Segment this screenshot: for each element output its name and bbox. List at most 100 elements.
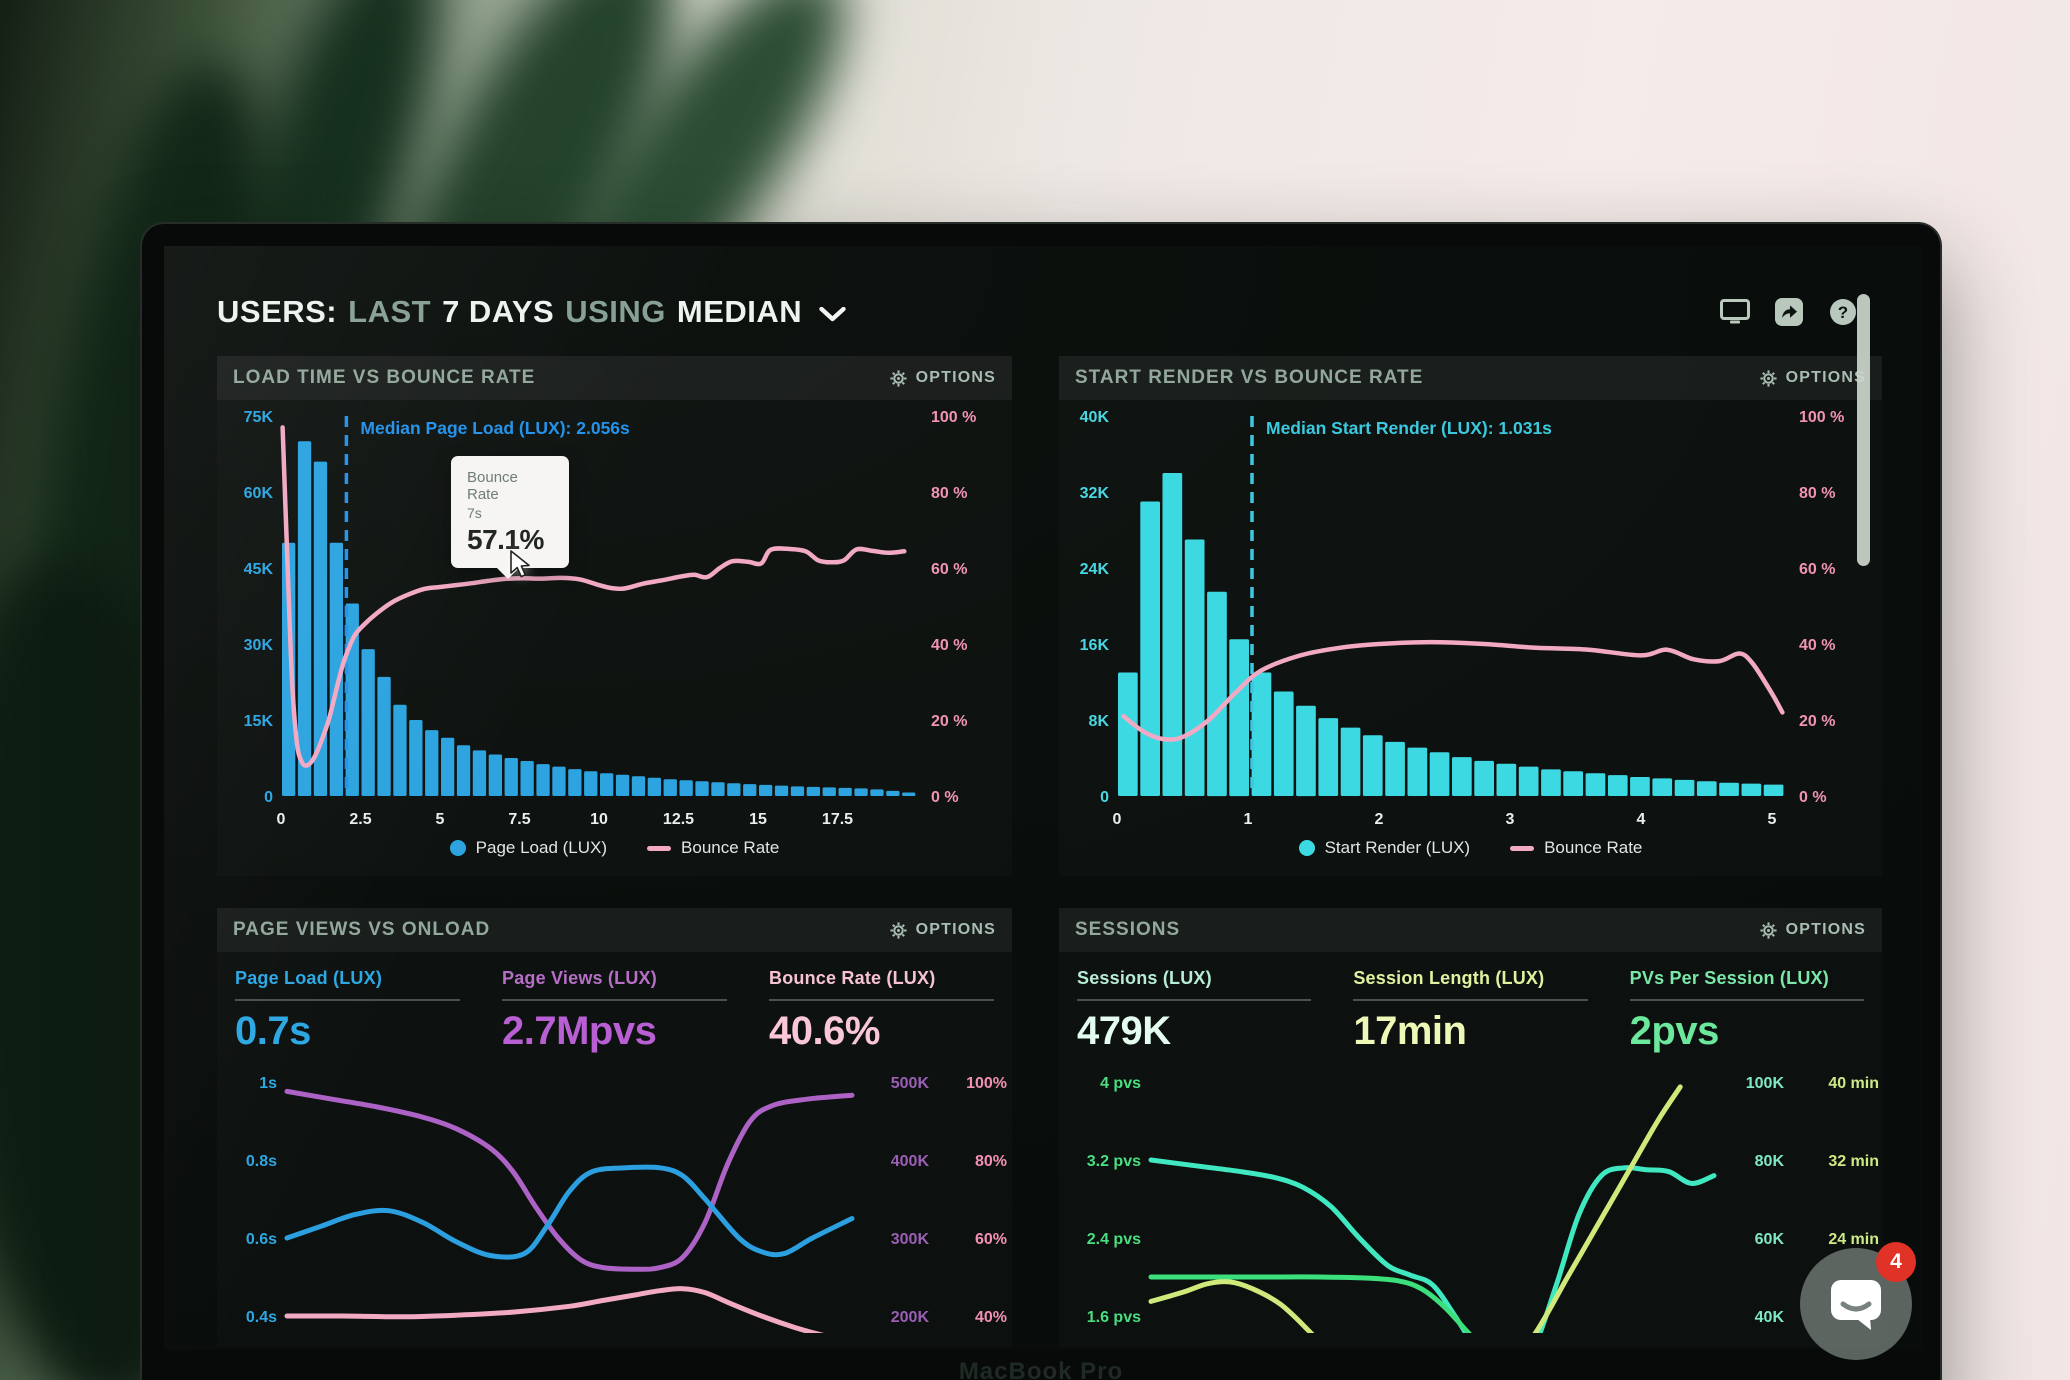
- svg-text:10: 10: [590, 811, 608, 828]
- share-icon[interactable]: [1774, 298, 1804, 326]
- display-icon[interactable]: [1720, 298, 1750, 326]
- svg-text:17.5: 17.5: [822, 811, 853, 828]
- svg-text:100 %: 100 %: [1799, 409, 1844, 426]
- svg-text:0: 0: [264, 789, 273, 806]
- svg-text:100K: 100K: [1746, 1075, 1785, 1092]
- title-users: USERS:: [217, 294, 338, 329]
- svg-text:500K: 500K: [891, 1075, 930, 1092]
- options-label: OPTIONS: [1785, 369, 1866, 386]
- svg-text:1s: 1s: [259, 1075, 277, 1092]
- legend-label: Start Render (LUX): [1324, 838, 1471, 857]
- svg-text:0: 0: [1113, 811, 1122, 828]
- svg-text:5: 5: [436, 811, 445, 828]
- chart-page-views[interactable]: 1s 0.8s 0.6s 0.4s 500K 400K 300K 200K 100% 80% 60%…: [217, 1060, 1012, 1333]
- svg-text:7.5: 7.5: [508, 811, 530, 828]
- legend-label: Bounce Rate: [1544, 838, 1643, 857]
- tooltip-x-value: 7s: [467, 505, 482, 521]
- panel-header: LOAD TIME VS BOUNCE RATE OPTIONS: [217, 356, 1012, 400]
- gear-icon: [1760, 369, 1777, 387]
- title-last: LAST: [348, 294, 432, 329]
- options-button[interactable]: OPTIONS: [1760, 921, 1866, 939]
- svg-text:15K: 15K: [244, 713, 274, 730]
- svg-text:200K: 200K: [891, 1309, 930, 1326]
- legend-label: Bounce Rate: [681, 838, 780, 857]
- svg-text:4 pvs: 4 pvs: [1100, 1075, 1141, 1092]
- svg-text:75K: 75K: [244, 409, 274, 426]
- panel-title: START RENDER VS BOUNCE RATE: [1075, 367, 1424, 388]
- metric-divider: [1629, 999, 1864, 1001]
- svg-text:3.2 pvs: 3.2 pvs: [1087, 1153, 1141, 1170]
- scrollbar[interactable]: [1857, 294, 1870, 566]
- svg-text:3: 3: [1505, 811, 1514, 828]
- chart-sessions[interactable]: 4 pvs 3.2 pvs 2.4 pvs 1.6 pvs 100K 80K 60K 40K 4…: [1059, 1060, 1882, 1333]
- svg-text:400K: 400K: [891, 1153, 930, 1170]
- panel-sessions: SESSIONS OPTIONS Sessions (LUX) 479K: [1059, 908, 1882, 1348]
- svg-text:45K: 45K: [244, 561, 274, 578]
- dashboard-screen: USERS: LAST 7 DAYS USING MEDIAN ?: [164, 246, 1922, 1350]
- metric-label: Session Length (LUX): [1353, 968, 1545, 988]
- legend-line-marker: [1510, 845, 1535, 851]
- legend-item[interactable]: Start Render (LUX): [1298, 838, 1471, 858]
- metric-divider: [502, 999, 727, 1001]
- metric-divider: [769, 999, 994, 1001]
- options-label: OPTIONS: [1785, 921, 1866, 938]
- panel-page-views-vs-onload: PAGE VIEWS VS ONLOAD OPTIONS Page Load (…: [217, 908, 1012, 1348]
- panel-load-time-vs-bounce-rate: LOAD TIME VS BOUNCE RATE OPTIONS Median …: [217, 356, 1012, 876]
- svg-text:0 %: 0 %: [1799, 789, 1827, 806]
- header-toolbar: ?: [1720, 298, 1858, 326]
- svg-text:0 %: 0 %: [931, 789, 959, 806]
- svg-text:20 %: 20 %: [1799, 713, 1835, 730]
- svg-text:20 %: 20 %: [931, 713, 967, 730]
- chart-legend: Start Render (LUX) Bounce Rate: [1059, 838, 1882, 858]
- svg-text:2.4 pvs: 2.4 pvs: [1087, 1231, 1141, 1248]
- legend-dot-marker: [1298, 840, 1315, 856]
- chat-widget-button[interactable]: 4: [1800, 1242, 1916, 1360]
- panel-title: SESSIONS: [1075, 919, 1181, 940]
- metric-value: 479K: [1077, 1009, 1171, 1053]
- options-label: OPTIONS: [915, 369, 996, 386]
- legend-item[interactable]: Bounce Rate: [647, 838, 779, 858]
- options-button[interactable]: OPTIONS: [890, 921, 996, 939]
- svg-text:5: 5: [1767, 811, 1776, 828]
- metric-divider: [1353, 999, 1588, 1001]
- laptop-bezel-label: MacBook Pro: [958, 1358, 1124, 1380]
- metric-label: Bounce Rate (LUX): [769, 968, 936, 988]
- metric-page-load: Page Load (LUX) 0.7s: [235, 968, 460, 1054]
- metric-page-views: Page Views (LUX) 2.7Mpvs: [502, 968, 727, 1054]
- svg-text:Median Start Render (LUX): 1.0: Median Start Render (LUX): 1.031s: [1266, 418, 1552, 438]
- bar-line-chart[interactable]: Median Page Load (LUX): 2.056s 75K 60K 45K 3…: [217, 400, 1012, 840]
- chart-load-time[interactable]: Median Page Load (LUX): 2.056s 75K 60K 45K 3…: [217, 400, 1012, 840]
- laptop: USERS: LAST 7 DAYS USING MEDIAN ?: [140, 222, 1942, 1380]
- gear-icon: [1760, 921, 1777, 939]
- options-button[interactable]: OPTIONS: [890, 369, 996, 387]
- bar-line-chart[interactable]: Median Start Render (LUX): 1.031s 40K 32K 2…: [1059, 400, 1882, 840]
- svg-text:40 min: 40 min: [1828, 1075, 1879, 1092]
- svg-text:2: 2: [1375, 811, 1384, 828]
- metric-value: 17min: [1353, 1009, 1467, 1053]
- line-chart[interactable]: 4 pvs 3.2 pvs 2.4 pvs 1.6 pvs 100K 80K 60K 40K 4…: [1059, 1060, 1882, 1333]
- chevron-down-icon[interactable]: [819, 306, 846, 322]
- svg-text:60K: 60K: [244, 485, 274, 502]
- svg-text:0: 0: [1100, 789, 1109, 806]
- options-button[interactable]: OPTIONS: [1760, 369, 1866, 387]
- tooltip-value: 57.1%: [467, 524, 544, 555]
- metric-value: 2pvs: [1629, 1009, 1720, 1053]
- title-median: MEDIAN: [676, 294, 803, 329]
- dashboard-header: USERS: LAST 7 DAYS USING MEDIAN ?: [164, 246, 1922, 330]
- svg-text:60K: 60K: [1755, 1231, 1785, 1248]
- line-chart[interactable]: 1s 0.8s 0.6s 0.4s 500K 400K 300K 200K 100% 80% 60%…: [217, 1060, 1012, 1333]
- svg-text:40 %: 40 %: [931, 637, 967, 654]
- panel-title: LOAD TIME VS BOUNCE RATE: [233, 367, 536, 388]
- legend-item[interactable]: Bounce Rate: [1510, 838, 1642, 858]
- panel-grid: LOAD TIME VS BOUNCE RATE OPTIONS Median …: [217, 356, 1882, 1348]
- svg-text:80%: 80%: [975, 1153, 1007, 1170]
- metrics-row: Sessions (LUX) 479K Session Length (LUX)…: [1059, 952, 1882, 1060]
- svg-text:100%: 100%: [966, 1075, 1007, 1092]
- tooltip: Bounce Rate 7s 57.1%: [451, 456, 569, 579]
- chart-start-render[interactable]: Median Start Render (LUX): 1.031s 40K 32K 2…: [1059, 400, 1882, 840]
- help-icon[interactable]: ?: [1828, 298, 1858, 326]
- legend-item[interactable]: Page Load (LUX): [449, 838, 607, 858]
- panel-header: SESSIONS OPTIONS: [1059, 908, 1882, 952]
- svg-text:300K: 300K: [891, 1231, 930, 1248]
